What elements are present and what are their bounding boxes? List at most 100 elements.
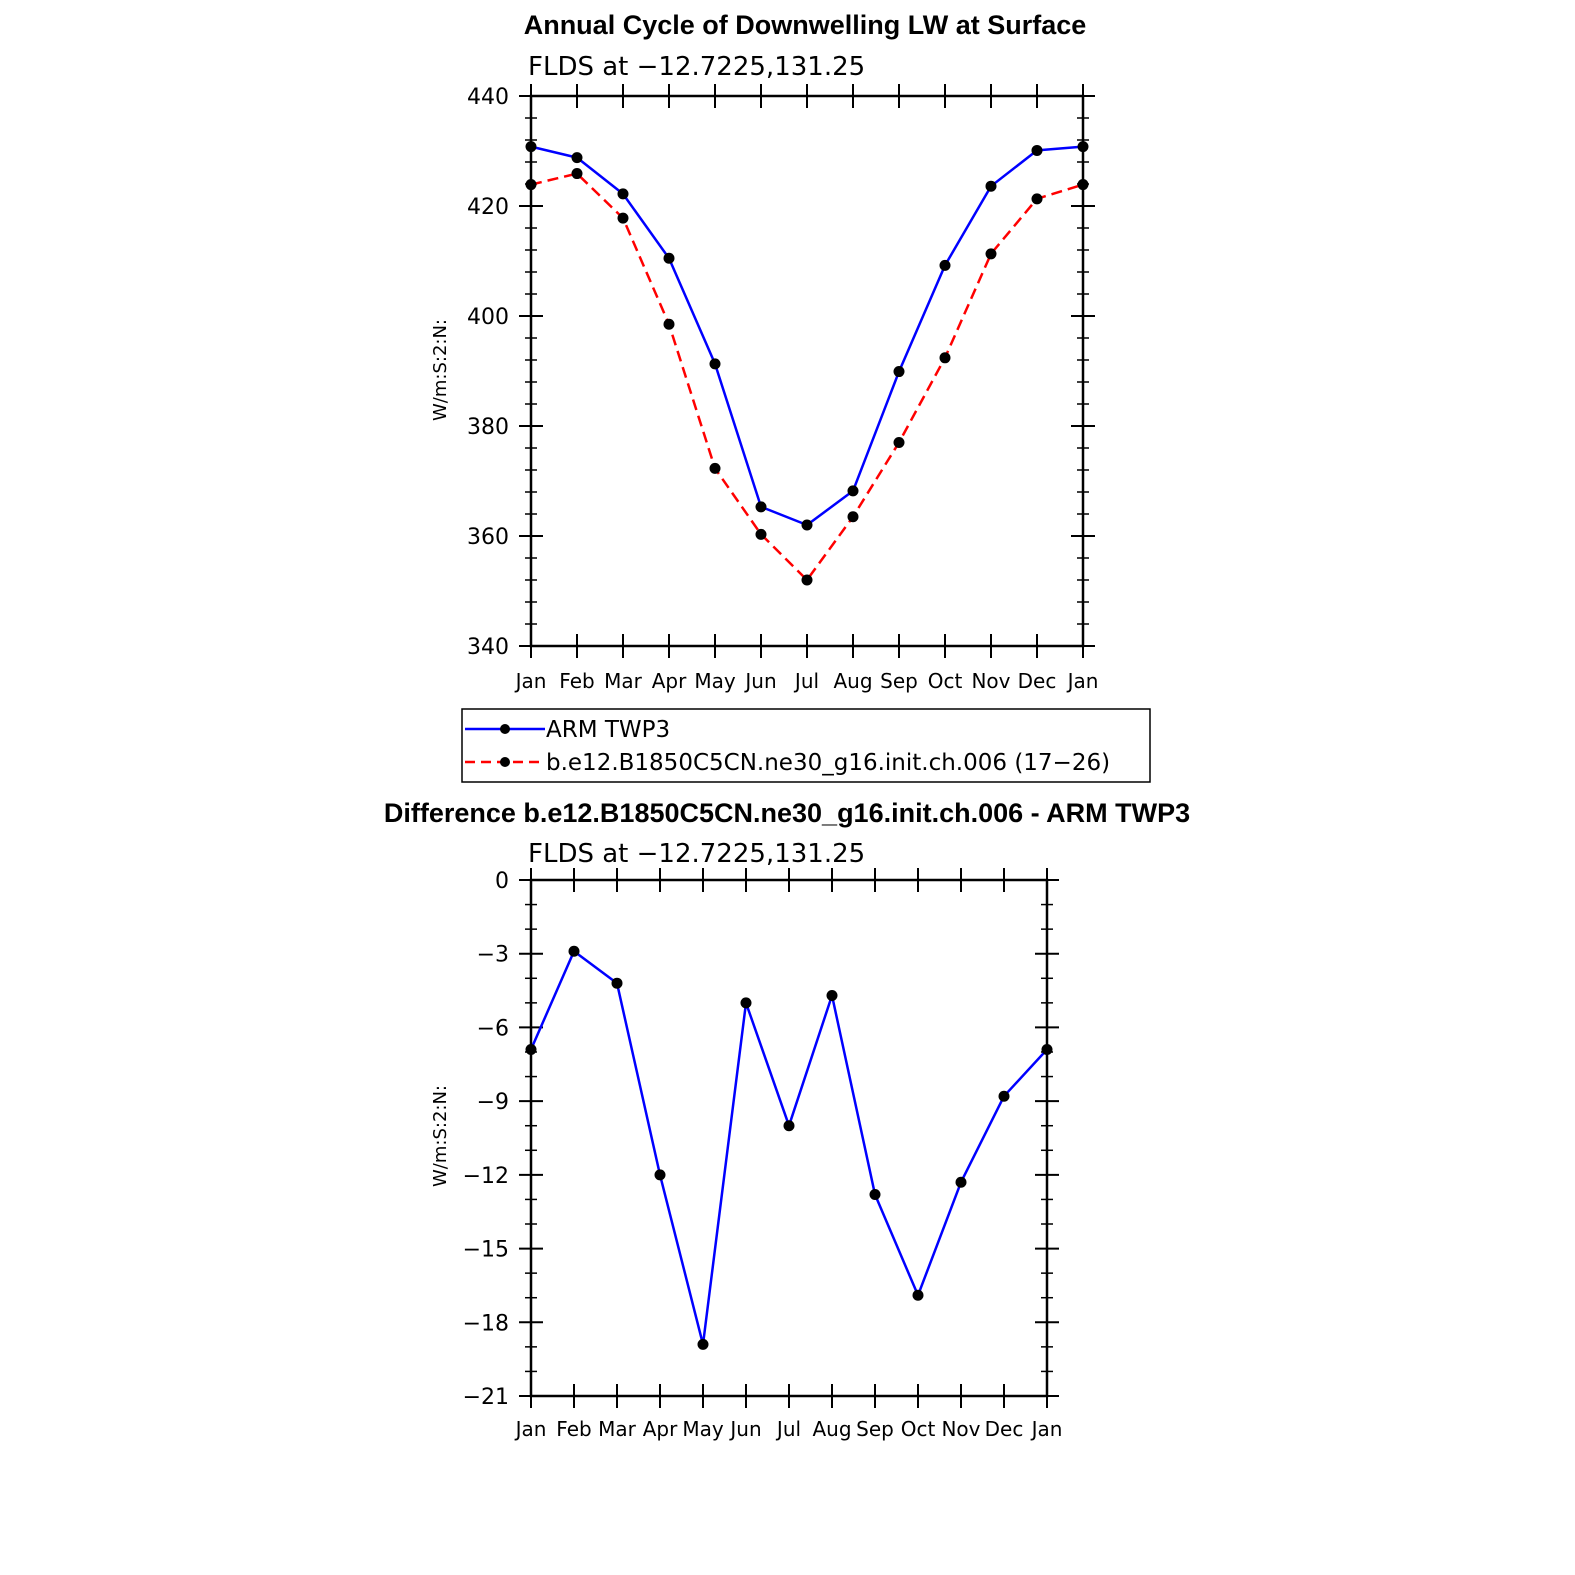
data-point bbox=[801, 574, 813, 586]
x-tick-label: Jul bbox=[775, 1417, 801, 1441]
axes: 340 360 380 400 420 440 Jan Feb Mar Apr May Jun Jul A… bbox=[467, 84, 1098, 693]
data-point bbox=[1077, 141, 1089, 153]
y-tick-label: −21 bbox=[463, 1385, 509, 1410]
data-point bbox=[663, 318, 675, 330]
plot-frame bbox=[529, 878, 1049, 1398]
y-tick-label: −18 bbox=[463, 1311, 509, 1336]
x-tick-label: Mar bbox=[598, 1417, 637, 1441]
data-point bbox=[709, 462, 721, 474]
x-tick-label: Mar bbox=[604, 669, 643, 693]
data-point bbox=[869, 1189, 881, 1201]
data-point bbox=[985, 180, 997, 192]
x-tick-label: Jun bbox=[743, 669, 776, 693]
y-tick-label: −3 bbox=[477, 943, 509, 968]
data-point bbox=[571, 168, 583, 180]
x-tick-label: Apr bbox=[643, 1417, 678, 1441]
data-point bbox=[740, 997, 752, 1009]
data-point bbox=[663, 252, 675, 264]
y-tick-label: 360 bbox=[467, 525, 509, 550]
data-point bbox=[1041, 1044, 1053, 1056]
series-line-0 bbox=[530, 145, 1084, 527]
data-point bbox=[617, 212, 629, 224]
series-line-0 bbox=[529, 950, 1048, 1346]
legend-box bbox=[461, 708, 1151, 783]
series-line-1 bbox=[530, 172, 1084, 582]
y-tick-label: −9 bbox=[477, 1090, 509, 1115]
data-point bbox=[847, 511, 859, 523]
data-point bbox=[783, 1120, 795, 1132]
x-tick-label: May bbox=[682, 1417, 724, 1441]
data-point bbox=[568, 945, 580, 957]
x-tick-label: Jun bbox=[728, 1417, 761, 1441]
chart-subtitle: FLDS at −12.7225,131.25 bbox=[528, 52, 865, 82]
legend-marker-arm bbox=[500, 724, 510, 734]
series-layer bbox=[525, 141, 1089, 586]
data-point bbox=[1077, 179, 1089, 191]
x-tick-label: Sep bbox=[880, 669, 918, 693]
x-tick-label: Jan bbox=[514, 1417, 547, 1441]
x-tick-label: Oct bbox=[901, 1417, 936, 1441]
data-point bbox=[755, 501, 767, 513]
y-tick-label: 420 bbox=[467, 195, 509, 220]
legend: ARM TWP3 b.e12.B1850C5CN.ne30_g16.init.c… bbox=[461, 708, 1151, 783]
data-point bbox=[801, 519, 813, 531]
data-point bbox=[525, 141, 537, 153]
x-tick-label: Oct bbox=[928, 669, 963, 693]
data-point bbox=[525, 1044, 537, 1056]
legend-marker-model bbox=[500, 757, 510, 767]
data-point bbox=[654, 1169, 666, 1181]
y-tick-label: −12 bbox=[463, 1164, 509, 1189]
legend-label-model: b.e12.B1850C5CN.ne30_g16.init.ch.006 (17… bbox=[546, 750, 1110, 776]
data-point bbox=[939, 259, 951, 271]
data-point bbox=[617, 188, 629, 200]
difference-chart: Difference b.e12.B1850C5CN.ne30_g16.init… bbox=[384, 798, 1190, 1441]
data-point bbox=[697, 1338, 709, 1350]
x-tick-label: Feb bbox=[559, 669, 594, 693]
data-point bbox=[955, 1176, 967, 1188]
y-tick-label: 440 bbox=[467, 85, 509, 110]
legend-label-arm: ARM TWP3 bbox=[546, 717, 670, 743]
data-point bbox=[939, 352, 951, 364]
y-tick-label: 400 bbox=[467, 305, 509, 330]
x-tick-label: Sep bbox=[856, 1417, 894, 1441]
x-tick-label: Nov bbox=[971, 669, 1010, 693]
data-point bbox=[912, 1289, 924, 1301]
data-point bbox=[571, 152, 583, 164]
chart-subtitle: FLDS at −12.7225,131.25 bbox=[528, 839, 865, 869]
data-point bbox=[847, 485, 859, 497]
y-axis-label: W/m:S:2:N: bbox=[430, 1085, 451, 1187]
y-tick-label: −15 bbox=[463, 1238, 509, 1263]
x-tick-label: Apr bbox=[652, 669, 687, 693]
x-tick-label: Jan bbox=[514, 669, 547, 693]
x-tick-label: Feb bbox=[556, 1417, 591, 1441]
y-tick-label: 340 bbox=[467, 635, 509, 660]
y-tick-label: −6 bbox=[477, 1016, 509, 1041]
x-tick-label: May bbox=[694, 669, 736, 693]
x-tick-label: Nov bbox=[941, 1417, 980, 1441]
data-point bbox=[893, 366, 905, 378]
data-point bbox=[755, 528, 767, 540]
x-tick-label: Aug bbox=[833, 669, 872, 693]
series-layer bbox=[525, 945, 1053, 1350]
x-tick-label: Dec bbox=[985, 1417, 1024, 1441]
annual-cycle-chart: Annual Cycle of Downwelling LW at Surfac… bbox=[430, 10, 1098, 693]
y-axis-label: W/m:S:2:N: bbox=[430, 319, 451, 421]
x-tick-label: Jan bbox=[1030, 1417, 1063, 1441]
data-point bbox=[525, 179, 537, 191]
data-point bbox=[1031, 144, 1043, 156]
x-tick-label: Jan bbox=[1066, 669, 1099, 693]
data-point bbox=[1031, 193, 1043, 205]
data-point bbox=[826, 989, 838, 1001]
data-point bbox=[611, 977, 623, 989]
x-tick-label: Jul bbox=[793, 669, 819, 693]
data-point bbox=[998, 1090, 1010, 1102]
x-tick-label: Dec bbox=[1018, 669, 1057, 693]
data-point bbox=[893, 437, 905, 448]
data-point bbox=[709, 358, 721, 370]
y-tick-label: 380 bbox=[467, 415, 509, 440]
x-tick-label: Aug bbox=[812, 1417, 851, 1441]
chart-title: Difference b.e12.B1850C5CN.ne30_g16.init… bbox=[384, 798, 1190, 828]
data-point bbox=[985, 248, 997, 260]
